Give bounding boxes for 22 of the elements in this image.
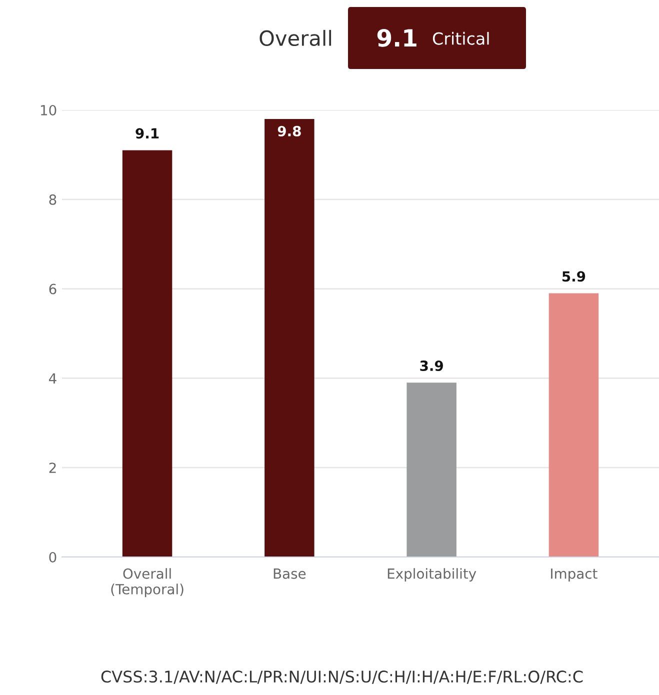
x-tick-label: Exploitability [388,568,476,582]
y-tick-label: 8 [49,194,56,205]
text: CVSS:3.1/AV:N/AC:L/PR:N/UI:N/S:U/C:H/I:H/A:H/E:F/RL:O/RC:C [101,670,583,684]
bar [264,118,314,557]
y-tick-label: 2 [49,462,56,473]
x-tick-label: Base [274,568,306,579]
y-tick-label: 4 [48,373,56,384]
x-tick-label: Overall (Temporal) [111,568,184,598]
data-label: 3.9 [420,360,443,372]
data-label: 9.8 [278,126,301,136]
y-tick-label: 6 [49,284,56,294]
data-label: 9.1 [136,128,159,139]
y-tick-label: 10 [40,104,56,116]
bar [122,150,172,557]
x-tick-label: Impact [551,568,598,582]
bar [548,293,599,557]
text: Critical [432,32,489,45]
chart-title: Overall [260,30,332,46]
bar [406,382,456,557]
data-label: 5.9 [562,271,586,282]
text: 9.1 [377,29,416,47]
y-tick-label: 0 [49,552,56,562]
